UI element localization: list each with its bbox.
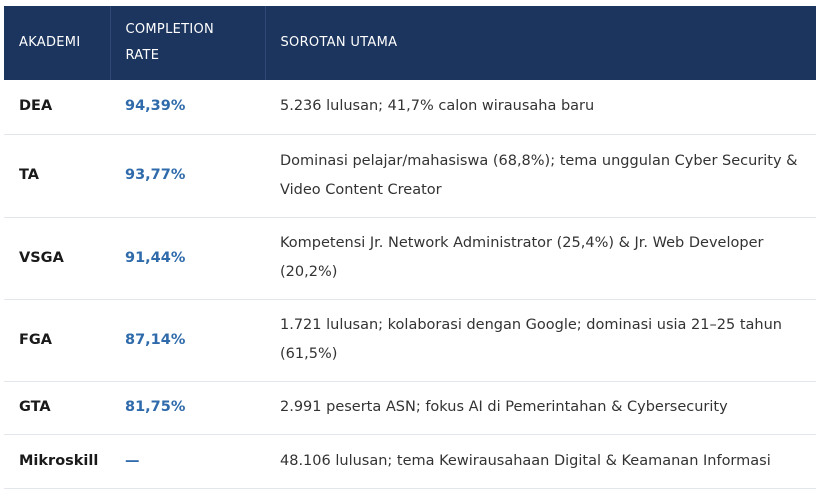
column-header-completion-rate: COMPLETION RATE: [109, 6, 265, 80]
academy-name: Mikroskill: [4, 434, 110, 489]
completion-rate: 91,44%: [110, 217, 265, 300]
table-header: AKADEMI COMPLETION RATE SOROTAN UTAMA: [4, 6, 816, 80]
academy-name: DEA: [4, 80, 110, 135]
highlight-text: 1.721 lulusan; kolaborasi dengan Google;…: [265, 299, 816, 382]
highlight-text: Kompetensi Jr. Network Administrator (25…: [265, 217, 816, 300]
academy-table-container: AKADEMI COMPLETION RATE SOROTAN UTAMA DE…: [4, 6, 816, 489]
academy-name: FGA: [4, 299, 110, 382]
table-row: Mikroskill — 48.106 lulusan; tema Kewira…: [4, 434, 816, 489]
highlight-text: 2.991 peserta ASN; fokus AI di Pemerinta…: [265, 381, 816, 435]
academy-name: TA: [4, 134, 110, 218]
table-row: FGA 87,14% 1.721 lulusan; kolaborasi den…: [4, 299, 816, 382]
table-row: DEA 94,39% 5.236 lulusan; 41,7% calon wi…: [4, 80, 816, 135]
academy-name: VSGA: [4, 217, 110, 300]
table-row: TA 93,77% Dominasi pelajar/mahasiswa (68…: [4, 134, 816, 218]
table-header-row: AKADEMI COMPLETION RATE SOROTAN UTAMA: [4, 6, 816, 80]
table-row: VSGA 91,44% Kompetensi Jr. Network Admin…: [4, 217, 816, 300]
academy-completion-table: AKADEMI COMPLETION RATE SOROTAN UTAMA DE…: [4, 6, 816, 489]
academy-name: GTA: [4, 381, 110, 435]
column-header-academy: AKADEMI: [19, 35, 81, 50]
table-row: GTA 81,75% 2.991 peserta ASN; fokus AI d…: [4, 381, 816, 435]
highlight-text: 48.106 lulusan; tema Kewirausahaan Digit…: [265, 434, 816, 489]
completion-rate: 81,75%: [110, 381, 265, 435]
highlight-text: 5.236 lulusan; 41,7% calon wirausaha bar…: [265, 80, 816, 135]
completion-rate: 87,14%: [110, 299, 265, 382]
completion-rate: 93,77%: [110, 134, 265, 218]
highlight-text: Dominasi pelajar/mahasiswa (68,8%); tema…: [265, 134, 816, 218]
completion-rate: 94,39%: [110, 80, 265, 135]
table-body: DEA 94,39% 5.236 lulusan; 41,7% calon wi…: [4, 80, 816, 489]
column-header-highlight: SOROTAN UTAMA: [264, 6, 816, 80]
completion-rate: —: [110, 434, 265, 489]
